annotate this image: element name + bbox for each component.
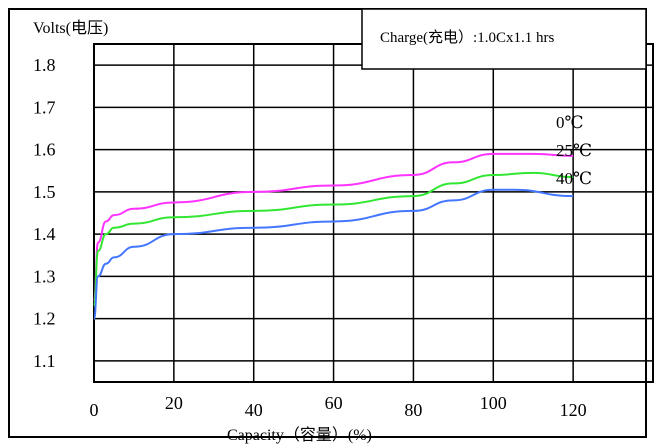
x-ticks: 0 20 40 60 80 100 120: [90, 393, 587, 420]
x-tick-label: 20: [165, 393, 183, 413]
y-tick-label: 1.4: [33, 224, 56, 244]
y-tick-label: 1.2: [33, 309, 56, 329]
y-tick-label: 1.6: [33, 140, 56, 160]
series-label: 40℃: [556, 169, 592, 188]
series-line: [93, 188, 574, 320]
series-label: 0℃: [556, 113, 584, 132]
series-line: [93, 171, 574, 307]
x-tick-label: 100: [480, 393, 507, 413]
x-tick-label: 120: [560, 400, 587, 420]
series-line: [93, 152, 574, 303]
y-tick-label: 1.8: [33, 55, 56, 75]
x-axis-label: Capacity（容量）(%): [227, 426, 372, 444]
y-tick-label: 1.3: [33, 266, 56, 286]
x-tick-label: 40: [245, 400, 263, 420]
outer-frame: [8, 8, 647, 438]
x-tick-label: 80: [404, 400, 422, 420]
x-tick-label: 60: [325, 393, 343, 413]
annotation-box: [361, 8, 647, 70]
series-labels: 0℃ 25℃ 40℃: [556, 113, 592, 188]
y-tick-label: 1.5: [33, 182, 56, 202]
x-tick-label: 0: [90, 400, 99, 420]
y-ticks: 1.8 1.7 1.6 1.5 1.4 1.3 1.2 1.1: [33, 55, 56, 371]
series-lines: [93, 152, 574, 320]
y-tick-label: 1.7: [33, 97, 56, 117]
annotation-text: Charge(充电）:1.0Cx1.1 hrs: [380, 29, 554, 46]
y-tick-label: 1.1: [33, 351, 56, 371]
y-axis-label: Volts(电压): [33, 19, 108, 37]
series-label: 25℃: [556, 141, 592, 160]
